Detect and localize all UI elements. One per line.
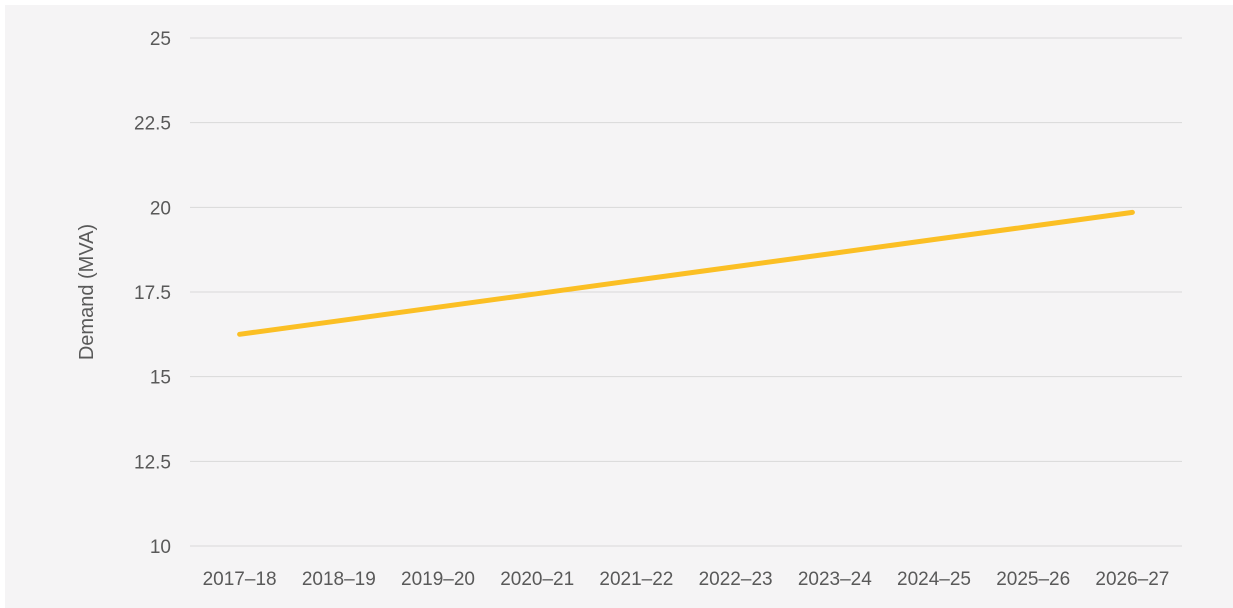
y-tick-label: 10 xyxy=(150,537,171,558)
y-tick-label: 20 xyxy=(150,198,171,219)
x-tick-label: 2021–22 xyxy=(599,569,673,590)
x-tick-label: 2023–24 xyxy=(798,569,872,590)
x-tick-label: 2018–19 xyxy=(302,569,376,590)
series-layer xyxy=(237,209,1135,337)
y-tick-label: 15 xyxy=(150,368,171,389)
y-tick-label: 25 xyxy=(150,29,171,50)
line-chart: 10 12.5 15 17.5 20 22.5 25 2017–18 2018–19 2019–… xyxy=(76,29,1182,590)
y-tick-label: 17.5 xyxy=(134,283,171,304)
y-axis-title: Demand (MVA) xyxy=(76,224,98,360)
x-axis-ticks: 2017–18 2018–19 2019–20 2020–21 2021–22 2022–… xyxy=(203,569,1170,590)
chart-panel: 10 12.5 15 17.5 20 22.5 25 2017–18 2018–19 2019–… xyxy=(5,5,1233,608)
y-tick-label: 22.5 xyxy=(134,114,171,135)
series-line xyxy=(237,209,1135,337)
x-tick-label: 2017–18 xyxy=(203,569,277,590)
x-tick-label: 2025–26 xyxy=(996,569,1070,590)
x-tick-label: 2019–20 xyxy=(401,569,475,590)
x-tick-label: 2020–21 xyxy=(500,569,574,590)
x-tick-label: 2024–25 xyxy=(897,569,971,590)
x-tick-label: 2026–27 xyxy=(1095,569,1169,590)
x-tick-label: 2022–23 xyxy=(699,569,773,590)
y-tick-label: 12.5 xyxy=(134,452,171,473)
y-axis-ticks: 10 12.5 15 17.5 20 22.5 25 xyxy=(134,29,171,558)
gridlines xyxy=(190,37,1182,547)
